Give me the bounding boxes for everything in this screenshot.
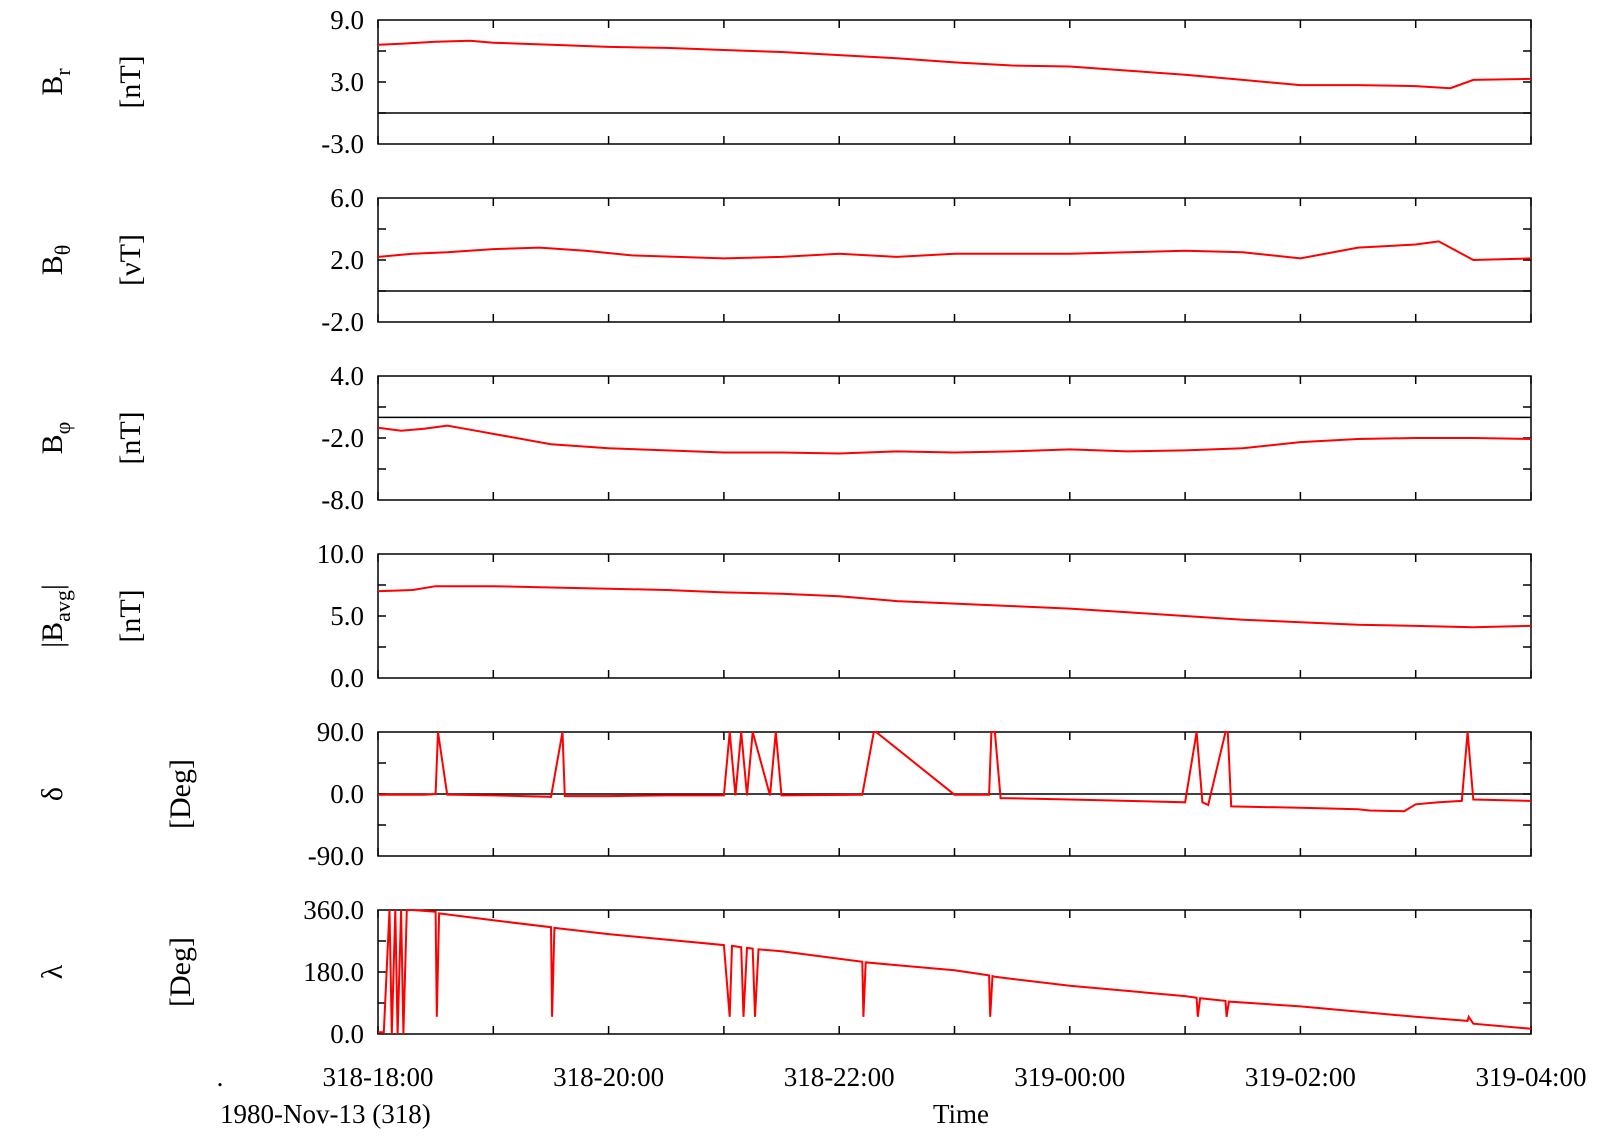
x-tick-label: 319-04:00	[1476, 1062, 1587, 1092]
x-tick-label: 318-22:00	[784, 1062, 895, 1092]
y-axis-label-main: δ	[36, 787, 69, 801]
y-axis-label-main: B	[36, 255, 69, 275]
y-axis-label-close: |	[36, 584, 69, 590]
y-tick-label: 0.0	[330, 1019, 364, 1049]
series-line	[377, 424, 1532, 455]
y-tick-label: 3.0	[330, 67, 364, 97]
footer-dot: .	[217, 1062, 224, 1092]
panel-3: 4.0 -2.0 -8.0 Bφ [nT]	[36, 361, 1532, 515]
y-tick-label: -2.0	[321, 307, 364, 337]
y-axis-label: Bφ	[36, 422, 75, 455]
y-axis-label-sub: θ	[50, 245, 75, 256]
y-tick-label: 360.0	[303, 895, 364, 925]
y-tick-label: 180.0	[303, 957, 364, 987]
y-axis-label-main: |B	[36, 622, 69, 648]
y-axis-unit: [Deg]	[164, 759, 197, 829]
y-axis-unit: [nT]	[114, 589, 147, 642]
y-axis-label-main: B	[36, 434, 69, 454]
y-axis-label-main: B	[36, 76, 69, 96]
y-tick-label: 0.0	[330, 779, 364, 809]
x-axis: 318-18:00 318-20:00 318-22:00 319-00:00 319-…	[323, 1062, 1587, 1092]
panels: 9.0 3.0 -3.0 Br [nT] 6.0 2.0 -2.0 Bθ [νT] 4.0 -2.0 -…	[36, 5, 1532, 1049]
y-tick-label: 0.0	[330, 663, 364, 693]
x-tick-label: 319-02:00	[1245, 1062, 1356, 1092]
panel-2: 6.0 2.0 -2.0 Bθ [νT]	[36, 183, 1532, 337]
y-tick-label: 2.0	[330, 245, 364, 275]
panel-5: 90.0 0.0 -90.0 δ [Deg]	[36, 717, 1532, 871]
y-axis-label: |Bavg|	[36, 584, 75, 648]
panel-frame	[377, 553, 1532, 679]
x-axis-title: Time	[933, 1099, 989, 1129]
series-line	[378, 731, 1532, 813]
y-tick-label: -90.0	[308, 841, 364, 871]
y-tick-label: -3.0	[321, 129, 364, 159]
y-axis-label-sub: avg	[50, 590, 75, 622]
y-tick-label: 6.0	[330, 183, 364, 213]
panel-6: 360.0 180.0 0.0 λ [Deg]	[36, 895, 1532, 1049]
footer-date: 1980-Nov-13 (318)	[220, 1099, 431, 1129]
panel-4: 10.0 5.0 0.0 |Bavg| [nT]	[36, 539, 1532, 693]
y-axis-label: δ	[36, 787, 69, 801]
y-tick-label: 10.0	[317, 539, 364, 569]
y-tick-label: 9.0	[330, 5, 364, 35]
series-line	[377, 585, 1532, 629]
panel-1: 9.0 3.0 -3.0 Br [nT]	[36, 5, 1532, 159]
series-line	[377, 240, 1532, 262]
panel-frame	[377, 19, 1532, 145]
y-axis-label: Br	[36, 68, 75, 96]
series-line	[377, 39, 1532, 90]
y-axis-label: Bθ	[36, 245, 75, 276]
y-axis-unit: [νT]	[114, 234, 147, 286]
y-axis-label-main: λ	[36, 964, 69, 979]
y-axis-label: λ	[36, 964, 69, 979]
x-tick-label: 318-18:00	[323, 1062, 434, 1092]
y-tick-label: 5.0	[330, 601, 364, 631]
y-tick-label: 4.0	[330, 361, 364, 391]
series-line	[378, 909, 1532, 1035]
x-tick-label: 319-00:00	[1014, 1062, 1125, 1092]
y-axis-unit: [Deg]	[164, 937, 197, 1007]
y-axis-label-sub: φ	[50, 422, 75, 435]
panel-frame	[377, 197, 1532, 323]
y-tick-label: -2.0	[321, 423, 364, 453]
y-tick-label: -8.0	[321, 485, 364, 515]
y-tick-label: 90.0	[317, 717, 364, 747]
x-tick-label: 318-20:00	[553, 1062, 664, 1092]
y-axis-unit: [nT]	[114, 411, 147, 464]
y-axis-label-sub: r	[50, 68, 75, 76]
y-axis-unit: [nT]	[114, 55, 147, 108]
